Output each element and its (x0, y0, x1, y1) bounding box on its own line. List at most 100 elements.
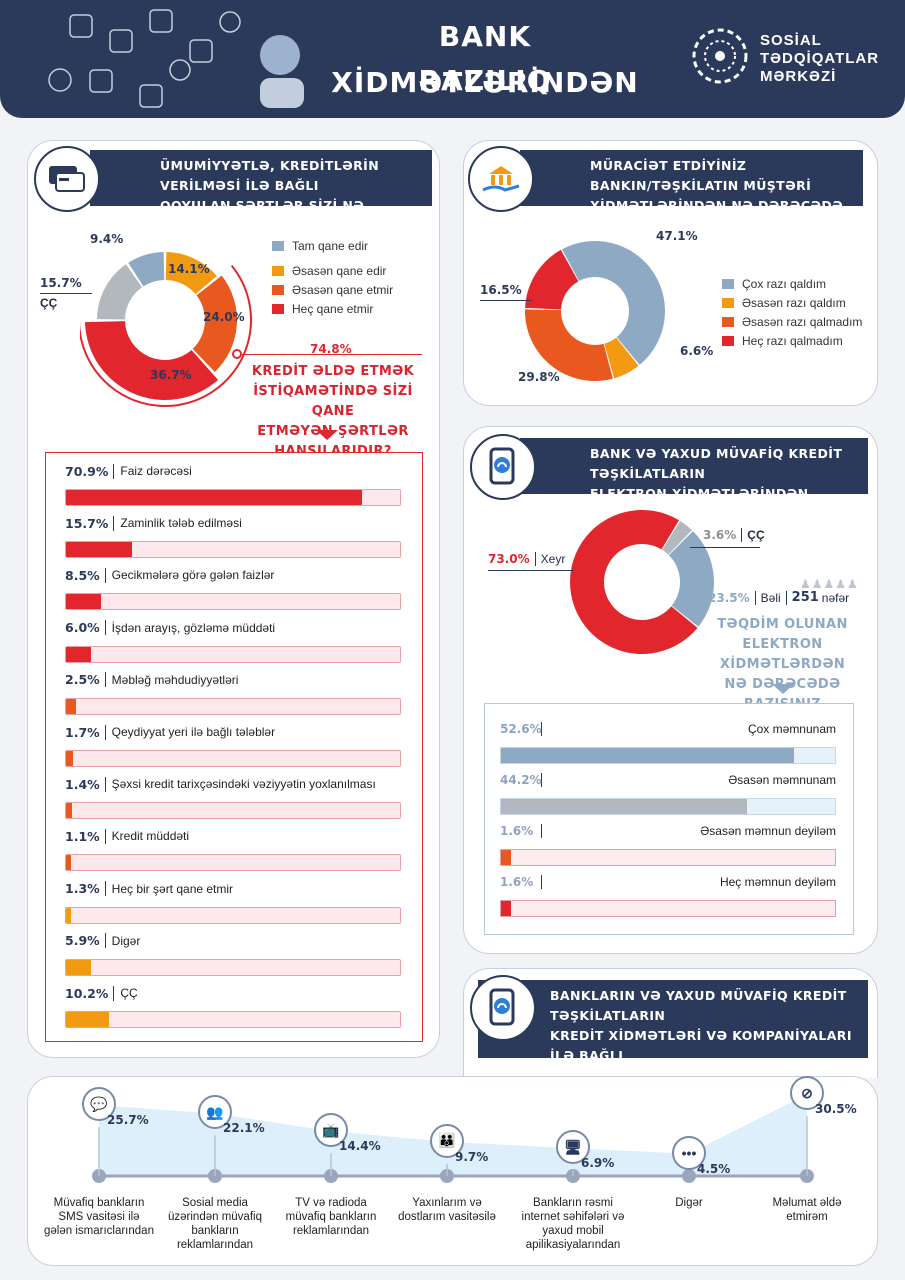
tv-icon: 📺 (314, 1113, 348, 1148)
bar-value-label: 2.5% (65, 672, 106, 688)
donut-slice-1 (562, 241, 665, 365)
bar-label: 8.5% Gecikmələrə görə gələn faizlər (65, 566, 401, 584)
legend-item: Əsasən razı qalmadım (722, 312, 862, 331)
bar-value-label: 1.4% (65, 776, 106, 792)
bar-track (500, 849, 836, 866)
donut-slice-1 (128, 252, 165, 287)
donut-slice-3 (525, 309, 613, 381)
q3-no-leader (488, 570, 573, 571)
header-illustration (30, 0, 320, 130)
donut-slice-5 (97, 264, 143, 320)
q3-cc-leader (690, 547, 760, 548)
bar-category-label: Gecikmələrə görə gələn faizlər (111, 568, 275, 583)
bar-track (65, 697, 401, 715)
satisfaction-row: 1.6% Heç məmnun deyiləm (500, 873, 836, 917)
web-icon: 🖥 (556, 1130, 590, 1165)
bar-label: 70.9% Faiz dərəcəsi (65, 462, 401, 480)
legend-item: Heç qane etmir (272, 299, 393, 318)
donut-slice-2 (668, 531, 714, 627)
bar-row: 1.4% Şəxsi kredit tarixçəsindəki vəziyyət… (65, 775, 401, 820)
bar-label: 10.2% ÇÇ (65, 984, 401, 1002)
q1-cc-leader (40, 293, 92, 294)
mobile-banking-icon (470, 975, 536, 1041)
q3-followup-question: TƏQDİM OLUNAN ELEKTRON XİDMƏTLƏRDƏN NƏ D… (717, 617, 848, 712)
bar-value-label: 8.5% (65, 567, 106, 583)
logo-icon (690, 26, 750, 91)
bar (66, 1012, 109, 1027)
people-icon: 👪 (430, 1123, 464, 1158)
timeline-value-label: 9.7% (455, 1149, 489, 1164)
donut-slice-1 (662, 520, 692, 555)
satisfaction-label: 1.6% Heç məmnun deyiləm (500, 873, 836, 891)
timeline-value-label: 22.1% (223, 1121, 265, 1136)
legend-item: Əsasən razı qaldım (722, 293, 862, 312)
q2-label-esasen-qaldim: 6.6% (680, 344, 714, 358)
donut-slice-3 (570, 510, 698, 654)
q1-cc-text: ÇÇ (40, 296, 58, 310)
timeline-category-label: Yaxınlarım və dostlarım vasitəsilə (398, 1197, 496, 1223)
timeline-category-label: TV və radioda müvafiq bankların reklamla… (285, 1197, 377, 1237)
bar-value-label: 70.9% (65, 463, 115, 479)
bar (66, 803, 72, 819)
bar-track (65, 645, 401, 663)
satisfaction-label: 52.6% Çox məmnunam (500, 720, 836, 738)
bar-track (500, 798, 836, 815)
donut-slice-2 (165, 252, 217, 295)
bar-value-label: 1.6% (500, 824, 542, 838)
bar-category-label: Heç məmnun deyiləm (719, 875, 836, 889)
more-icon: ••• (672, 1135, 706, 1170)
bar-category-label: Əsasən məmnun deyiləm (700, 824, 836, 838)
q2-label-cox: 47.1% (656, 229, 698, 243)
timeline-value-label: 4.5% (697, 1161, 731, 1176)
q1-legend: Tam qane edir Əsasən qane edir Əsasən qa… (272, 236, 393, 318)
bank-icon (468, 146, 534, 212)
mobile-banking-icon (470, 434, 536, 500)
bar-category-label: Zaminlik tələb edilməsi (120, 516, 242, 531)
bar-track (65, 906, 401, 924)
legend-item: Əsasən qane edir (272, 261, 393, 280)
legend-item: Əsasən qane etmir (272, 280, 393, 299)
q1-donut-chart (85, 252, 237, 400)
bar-category-label: Əsasən məmnunam (728, 773, 836, 787)
bar-track (500, 900, 836, 917)
bar-track (65, 854, 401, 872)
bar (66, 646, 92, 662)
bar (66, 855, 71, 871)
legend-item: Tam qane edir (272, 236, 393, 255)
bar (66, 959, 91, 975)
q1-label-tam: 9.4% (90, 232, 124, 246)
satisfaction-row: 44.2% Əsasən məmnunam (500, 771, 836, 815)
q3-cc-label: 3.6% ÇÇ (703, 528, 765, 542)
page-title: BANK XİDMƏTLƏRİNDƏN (331, 20, 639, 99)
q3-no-label: 73.0% Xeyr (488, 552, 566, 566)
bar-track (65, 593, 401, 611)
q2-legend: Çox razı qaldım Əsasən razı qaldım Əsasə… (722, 274, 862, 350)
q1-highlight-dot (232, 349, 242, 359)
bar-value-label: 15.7% (65, 515, 115, 531)
bar-row: 1.3% Heç bir şərt qane etmir (65, 880, 401, 924)
bar-value-label: 5.9% (65, 933, 106, 949)
bar-category-label: Kredit müddəti (111, 829, 190, 844)
bar-category-label: Digər (111, 933, 141, 948)
bar-row: 2.5% Məbləğ məhdudiyyətləri (65, 671, 401, 715)
q1-followup-question: KREDİT ƏLDƏ ETMƏK İSTİQAMƏTİNDƏ SİZİ QAN… (251, 364, 415, 459)
satisfaction-label: 44.2% Əsasən məmnunam (500, 771, 836, 789)
bar-value-label: 52.6% (500, 722, 542, 736)
donut-slice-4 (525, 249, 579, 310)
bar-category-label: İşdən arayış, gözləmə müddəti (111, 620, 276, 635)
bar-label: 15.7% Zaminlik tələb edilməsi (65, 514, 401, 532)
bar (66, 542, 132, 558)
bar-row: 1.7% Qeydiyyat yeri ilə bağlı tələblər (65, 723, 401, 767)
bar-category-label: Qeydiyyat yeri ilə bağlı tələblər (111, 725, 276, 739)
timeline-area (99, 1094, 807, 1176)
bar (501, 850, 511, 865)
satisfaction-row: 52.6% Çox məmnunam (500, 720, 836, 764)
q4-question: BANKLARIN VƏ YAXUD MÜVAFİQ KREDİT TƏŞKİL… (478, 980, 868, 1083)
bar-value-label: 1.1% (65, 828, 106, 844)
bar-category-label: Şəxsi kredit tarixçəsindəki vəziyyətin y… (111, 777, 376, 792)
timeline-value-label: 14.4% (339, 1139, 381, 1154)
timeline-category-label: Bankların rəsmi internet səhifələri və y… (521, 1197, 625, 1251)
bar-label: 1.3% Heç bir şərt qane etmir (65, 880, 401, 898)
q2-donut-chart (525, 241, 665, 381)
donut-slice-4 (85, 321, 219, 400)
